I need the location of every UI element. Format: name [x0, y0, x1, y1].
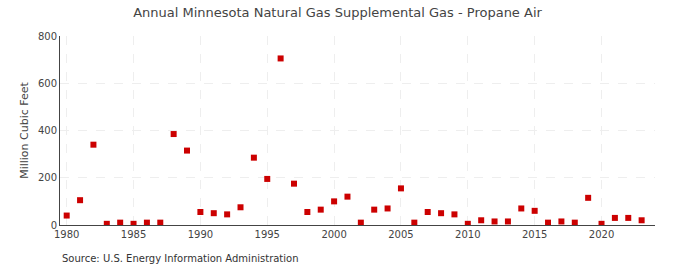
svg-text:Million Cubic Feet: Million Cubic Feet [18, 81, 31, 178]
svg-text:2020: 2020 [589, 229, 614, 240]
svg-text:1990: 1990 [188, 229, 213, 240]
svg-text:400: 400 [38, 125, 57, 136]
svg-text:2015: 2015 [522, 229, 547, 240]
svg-text:1995: 1995 [255, 229, 280, 240]
svg-text:1980: 1980 [54, 229, 79, 240]
svg-text:Source: U.S. Energy Informatio: Source: U.S. Energy Information Administ… [62, 253, 299, 264]
svg-text:2000: 2000 [321, 229, 346, 240]
svg-text:600: 600 [38, 78, 57, 89]
svg-text:2010: 2010 [455, 229, 480, 240]
svg-text:1985: 1985 [121, 229, 146, 240]
svg-text:2005: 2005 [388, 229, 413, 240]
svg-text:200: 200 [38, 172, 57, 183]
svg-text:0: 0 [51, 220, 57, 231]
svg-text:Annual Minnesota Natural Gas S: Annual Minnesota Natural Gas Supplementa… [133, 5, 542, 20]
svg-text:800: 800 [38, 31, 57, 42]
